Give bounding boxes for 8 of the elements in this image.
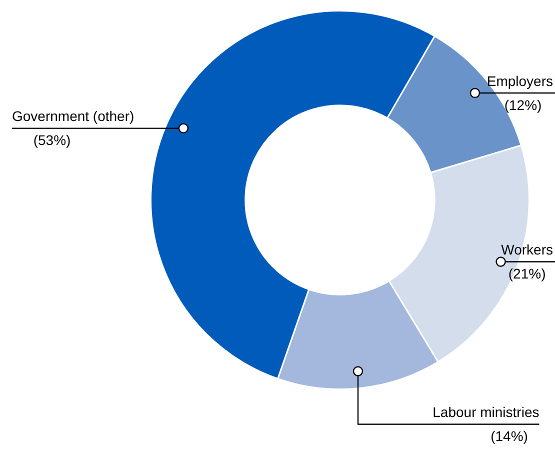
data-label: (21%) bbox=[508, 266, 546, 282]
slice-label: Employers bbox=[486, 72, 553, 89]
data-label: (12%) bbox=[504, 96, 542, 113]
data-label: (14%) bbox=[490, 428, 528, 444]
slice-label: Government (other) bbox=[12, 108, 134, 124]
data-label: (53%) bbox=[33, 132, 71, 148]
slice-label: Workers bbox=[501, 242, 553, 258]
slice-label: Labour ministries bbox=[432, 404, 540, 420]
